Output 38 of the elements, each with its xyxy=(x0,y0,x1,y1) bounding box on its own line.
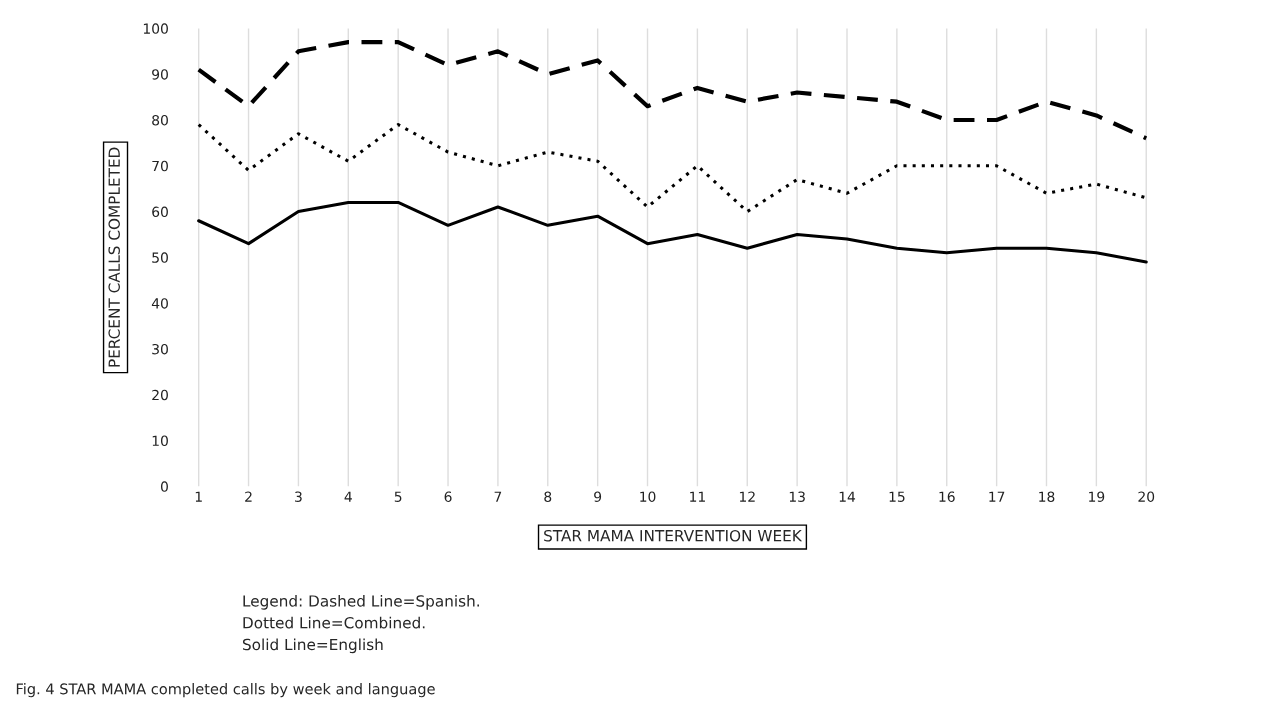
x-tick-label: 20 xyxy=(1138,491,1155,502)
x-tick-label: 11 xyxy=(690,491,705,502)
y-axis-title: PERCENT CALLS COMPLETED xyxy=(108,147,120,367)
x-tick-label: 3 xyxy=(295,491,302,502)
x-tick-label: 1 xyxy=(195,491,202,502)
x-tick-label: 14 xyxy=(839,491,856,502)
x-tick-label: 17 xyxy=(989,491,1005,502)
line-series xyxy=(197,123,1148,214)
caption: Fig. 4 STAR MAMA completed calls by week and language xyxy=(16,683,435,698)
x-tick-label: 18 xyxy=(1039,491,1055,502)
y-tick-label: 30 xyxy=(152,343,168,355)
x-tick-label: 10 xyxy=(640,491,656,502)
x-tick-label: 16 xyxy=(939,491,955,502)
line-series xyxy=(196,40,1149,141)
y-tick-label: 20 xyxy=(152,389,168,401)
x-tick-label: 15 xyxy=(889,491,905,502)
x-tick-label: 13 xyxy=(789,491,805,502)
x-tick-label: 5 xyxy=(394,491,402,502)
y-tick-label: 50 xyxy=(152,252,168,263)
x-tick-label: 8 xyxy=(544,491,552,502)
x-tick-label: 7 xyxy=(494,491,502,502)
line-series xyxy=(197,200,1148,264)
y-tick-label: 90 xyxy=(152,69,168,80)
x-tick-label: 2 xyxy=(245,491,252,502)
x-tick-label: 9 xyxy=(594,491,602,502)
x-tick-label: 6 xyxy=(444,491,452,502)
x-tick-label: 19 xyxy=(1089,491,1105,502)
x-axis-title: STAR MAMA INTERVENTION WEEK xyxy=(544,529,803,542)
text: Legend: Dashed Line=Spanish. Dotted Line=Combined. Solid Line=English xyxy=(242,594,479,654)
x-tick-label: 12 xyxy=(739,491,755,502)
y-tick-label: 0 xyxy=(160,481,168,492)
y-tick-label: 40 xyxy=(151,298,168,309)
y-tick-label: 10 xyxy=(152,435,168,447)
y-tick-label: 60 xyxy=(152,206,168,218)
x-tick-label: 4 xyxy=(344,491,352,502)
y-tick-label: 100 xyxy=(143,23,168,34)
y-tick-label: 80 xyxy=(152,114,168,126)
y-tick-label: 70 xyxy=(152,160,168,172)
